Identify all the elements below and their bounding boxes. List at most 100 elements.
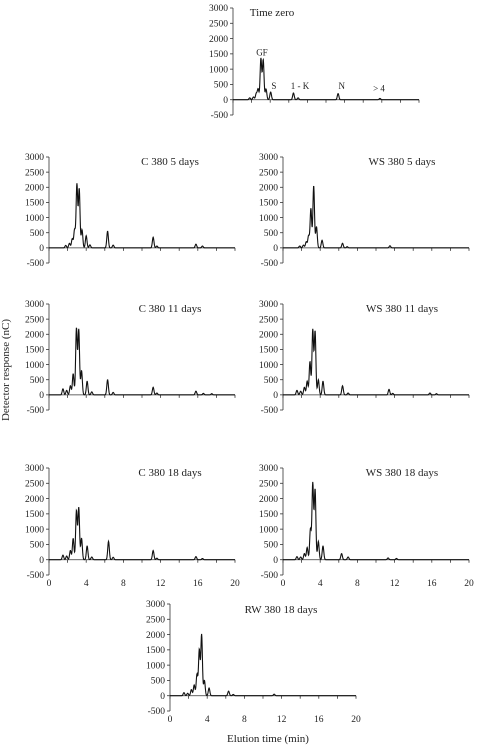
- y-tick-label: 500: [264, 229, 279, 239]
- y-tick-label: -500: [148, 707, 166, 717]
- y-tick-label: 1500: [259, 346, 278, 356]
- x-axis-label: Elution time (min): [227, 733, 309, 745]
- x-tick-label: 8: [242, 715, 247, 725]
- y-tick-label: 0: [160, 692, 165, 702]
- peak-label: 1 - K: [291, 81, 310, 91]
- peak-label: F: [263, 47, 268, 57]
- chromatogram-trace: [49, 506, 235, 561]
- x-tick-label: 16: [314, 715, 324, 725]
- y-tick-label: -500: [261, 259, 279, 269]
- x-tick-label: 16: [193, 579, 203, 589]
- peak-label: > 4: [373, 83, 385, 93]
- y-tick-label: 2000: [209, 35, 228, 45]
- x-tick-label: 0: [281, 579, 286, 589]
- y-axis-label: Detector response (nC): [0, 319, 12, 421]
- panel-title: WS 380 11 days: [366, 303, 438, 315]
- y-tick-label: -500: [211, 111, 229, 121]
- panel-title: WS 380 18 days: [366, 467, 438, 479]
- x-tick-label: 0: [47, 579, 52, 589]
- chromatogram-trace: [49, 183, 235, 249]
- y-tick-label: 1000: [25, 525, 44, 535]
- panel-title: C 380 18 days: [138, 467, 201, 479]
- y-tick-label: 1500: [146, 646, 165, 656]
- y-tick-label: 1000: [259, 361, 278, 371]
- chromatogram-trace: [283, 481, 469, 561]
- y-tick-label: 2000: [259, 183, 278, 193]
- y-tick-label: 500: [30, 229, 45, 239]
- panel-title: WS 380 5 days: [369, 156, 436, 168]
- chart-panel: -500 0 500 1000 1500 2000 2500 3000 C 380 11 day…: [25, 300, 236, 416]
- y-tick-label: 1500: [25, 199, 44, 209]
- y-tick-label: 1500: [209, 50, 228, 60]
- chart-panel: -500 0 500 1000 1500 2000 2500 3000 WS 380 5 day…: [259, 153, 470, 269]
- y-tick-label: 0: [223, 96, 228, 106]
- chromatogram-trace: [170, 633, 356, 697]
- x-tick-label: 0: [168, 715, 173, 725]
- x-tick-label: 4: [84, 579, 89, 589]
- y-tick-label: 500: [214, 81, 229, 91]
- y-tick-label: 2000: [25, 183, 44, 193]
- y-tick-label: -500: [27, 259, 45, 269]
- y-tick-label: 3000: [25, 464, 44, 474]
- panel-title: RW 380 18 days: [245, 604, 318, 616]
- y-tick-label: 3000: [209, 4, 228, 14]
- panel-title: C 380 11 days: [139, 303, 202, 315]
- y-tick-label: 2500: [259, 168, 278, 178]
- y-tick-label: 1500: [25, 510, 44, 520]
- x-tick-label: 20: [351, 715, 361, 725]
- y-tick-label: 1000: [25, 361, 44, 371]
- peak-label: G: [256, 47, 263, 57]
- y-tick-label: 1000: [209, 65, 228, 75]
- y-tick-label: 0: [273, 244, 278, 254]
- y-tick-label: 3000: [259, 464, 278, 474]
- chart-panel: -500 0 500 1000 1500 2000 2500 3000 WS 380 11 da…: [259, 300, 470, 416]
- y-tick-label: -500: [27, 406, 45, 416]
- x-tick-label: 12: [390, 579, 400, 589]
- y-tick-label: 0: [273, 556, 278, 566]
- y-tick-label: 2000: [146, 631, 165, 641]
- chromatogram-trace: [233, 57, 419, 101]
- x-tick-label: 16: [427, 579, 437, 589]
- x-tick-label: 20: [464, 579, 474, 589]
- y-tick-label: 2000: [259, 330, 278, 340]
- y-tick-label: 1000: [146, 661, 165, 671]
- y-tick-label: 2500: [25, 315, 44, 325]
- chromatogram-trace: [283, 185, 469, 249]
- y-tick-label: 2500: [259, 315, 278, 325]
- y-tick-label: 2500: [25, 479, 44, 489]
- y-tick-label: 1000: [259, 525, 278, 535]
- peak-label: S: [271, 81, 276, 91]
- y-tick-label: 0: [273, 391, 278, 401]
- y-tick-label: 2500: [25, 168, 44, 178]
- chromatogram-trace: [49, 327, 235, 396]
- panel-title: Time zero: [250, 7, 295, 19]
- peak-label: N: [339, 81, 346, 91]
- y-tick-label: 2000: [259, 495, 278, 505]
- chart-panel: -500 0 500 1000 1500 2000 2500 3000 Time zero G F S…: [209, 4, 420, 121]
- y-tick-label: -500: [261, 406, 279, 416]
- y-tick-label: 0: [39, 391, 44, 401]
- y-tick-label: 3000: [25, 300, 44, 310]
- y-tick-label: 1500: [259, 510, 278, 520]
- x-tick-label: 4: [318, 579, 323, 589]
- y-tick-label: 3000: [25, 153, 44, 163]
- x-tick-label: 12: [156, 579, 166, 589]
- y-tick-label: 500: [30, 376, 45, 386]
- y-tick-label: 2000: [25, 495, 44, 505]
- y-tick-label: 2500: [259, 479, 278, 489]
- y-tick-label: 1500: [259, 199, 278, 209]
- y-tick-label: 2500: [209, 19, 228, 29]
- y-tick-label: 0: [39, 244, 44, 254]
- y-tick-label: 2500: [146, 615, 165, 625]
- x-tick-label: 12: [277, 715, 287, 725]
- y-tick-label: 1500: [25, 346, 44, 356]
- chart-panel: -500 0 500 1000 1500 2000 2500 3000 C 380 5 days: [25, 153, 236, 269]
- y-tick-label: 3000: [259, 153, 278, 163]
- panel-title: C 380 5 days: [141, 156, 199, 168]
- y-tick-label: 3000: [146, 600, 165, 610]
